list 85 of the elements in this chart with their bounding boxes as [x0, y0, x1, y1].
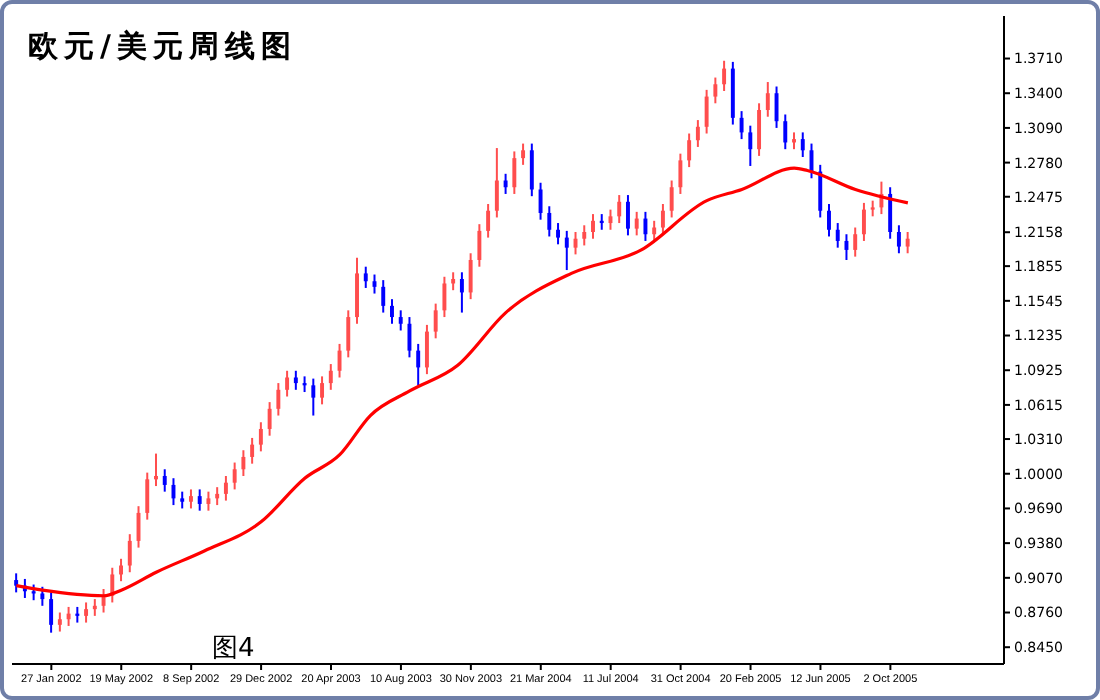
candlestick	[390, 298, 394, 325]
candlestick	[127, 533, 132, 574]
candlestick	[617, 194, 622, 225]
candlestick	[381, 279, 386, 314]
candlestick	[145, 471, 150, 521]
candlestick	[774, 85, 779, 129]
candlestick	[285, 369, 290, 398]
candlestick	[853, 226, 858, 258]
candlestick	[800, 131, 805, 159]
candlestick	[591, 213, 595, 240]
candlestick	[652, 219, 657, 242]
candlestick	[154, 452, 158, 488]
candlestick	[704, 88, 709, 135]
candlestick	[486, 203, 491, 239]
candlestick	[258, 421, 263, 453]
candlestick	[320, 375, 325, 406]
candlestick	[119, 557, 123, 583]
candlestick	[355, 256, 359, 325]
candlestick	[678, 152, 683, 195]
candlestick	[844, 233, 849, 261]
candlestick	[459, 271, 464, 314]
candlestick	[232, 461, 237, 491]
candlestick	[407, 316, 412, 359]
candlestick	[346, 309, 351, 359]
candlestick	[442, 275, 447, 319]
candlestick	[363, 265, 368, 289]
candlestick	[241, 449, 246, 477]
candlestick	[538, 181, 543, 221]
candlestick	[765, 81, 770, 118]
candlestick	[582, 224, 587, 247]
candlestick	[197, 488, 202, 512]
candlestick	[695, 119, 700, 148]
candlestick	[57, 611, 62, 633]
candlestick	[101, 588, 106, 614]
candlestick	[905, 231, 910, 255]
candlestick	[477, 223, 482, 268]
candlestick	[625, 194, 630, 237]
candlestick	[888, 186, 893, 240]
candlestick	[66, 605, 71, 627]
candlestick	[643, 210, 648, 242]
candlestick	[293, 369, 298, 391]
candlestick	[424, 323, 429, 376]
candlestick	[398, 309, 403, 332]
candlestick	[14, 572, 19, 594]
candlestick	[739, 110, 744, 141]
candlestick	[468, 252, 473, 301]
candlestick	[337, 342, 342, 379]
candlestick	[223, 474, 228, 502]
candlestick	[896, 224, 901, 255]
candlestick	[713, 76, 718, 105]
candlestick	[757, 102, 762, 157]
candlestick	[521, 142, 526, 166]
candlestick	[835, 222, 840, 249]
candlestick	[660, 203, 665, 236]
candlestick	[547, 205, 552, 238]
candlestick	[433, 302, 438, 340]
candlestick	[328, 363, 333, 391]
candlestick	[818, 163, 823, 219]
candlestick	[162, 468, 167, 493]
candlestick	[634, 210, 639, 237]
candlestick	[556, 222, 560, 246]
candlestick	[503, 172, 508, 195]
candlestick	[512, 150, 517, 195]
candlestick	[276, 382, 281, 417]
candlestick	[669, 179, 674, 219]
candlestick	[494, 147, 499, 219]
candlestick	[267, 401, 272, 437]
candlestick	[49, 591, 54, 634]
candlestick	[687, 132, 692, 169]
candlestick	[250, 436, 255, 465]
candlestick	[529, 142, 534, 198]
annotation: 图4	[212, 634, 255, 664]
candlestick	[722, 59, 727, 92]
candlestick	[206, 490, 211, 512]
candlestick	[311, 377, 316, 417]
candlestick	[84, 601, 89, 624]
candlestick	[40, 585, 45, 607]
candlestick	[564, 229, 569, 272]
candlestick	[188, 488, 193, 510]
candlestick	[783, 113, 788, 151]
candlestick	[416, 342, 421, 387]
candlestick	[827, 203, 831, 238]
candlestick	[861, 201, 866, 242]
text: 欧元/美元周线图	[28, 28, 297, 64]
candlestick	[748, 124, 753, 167]
